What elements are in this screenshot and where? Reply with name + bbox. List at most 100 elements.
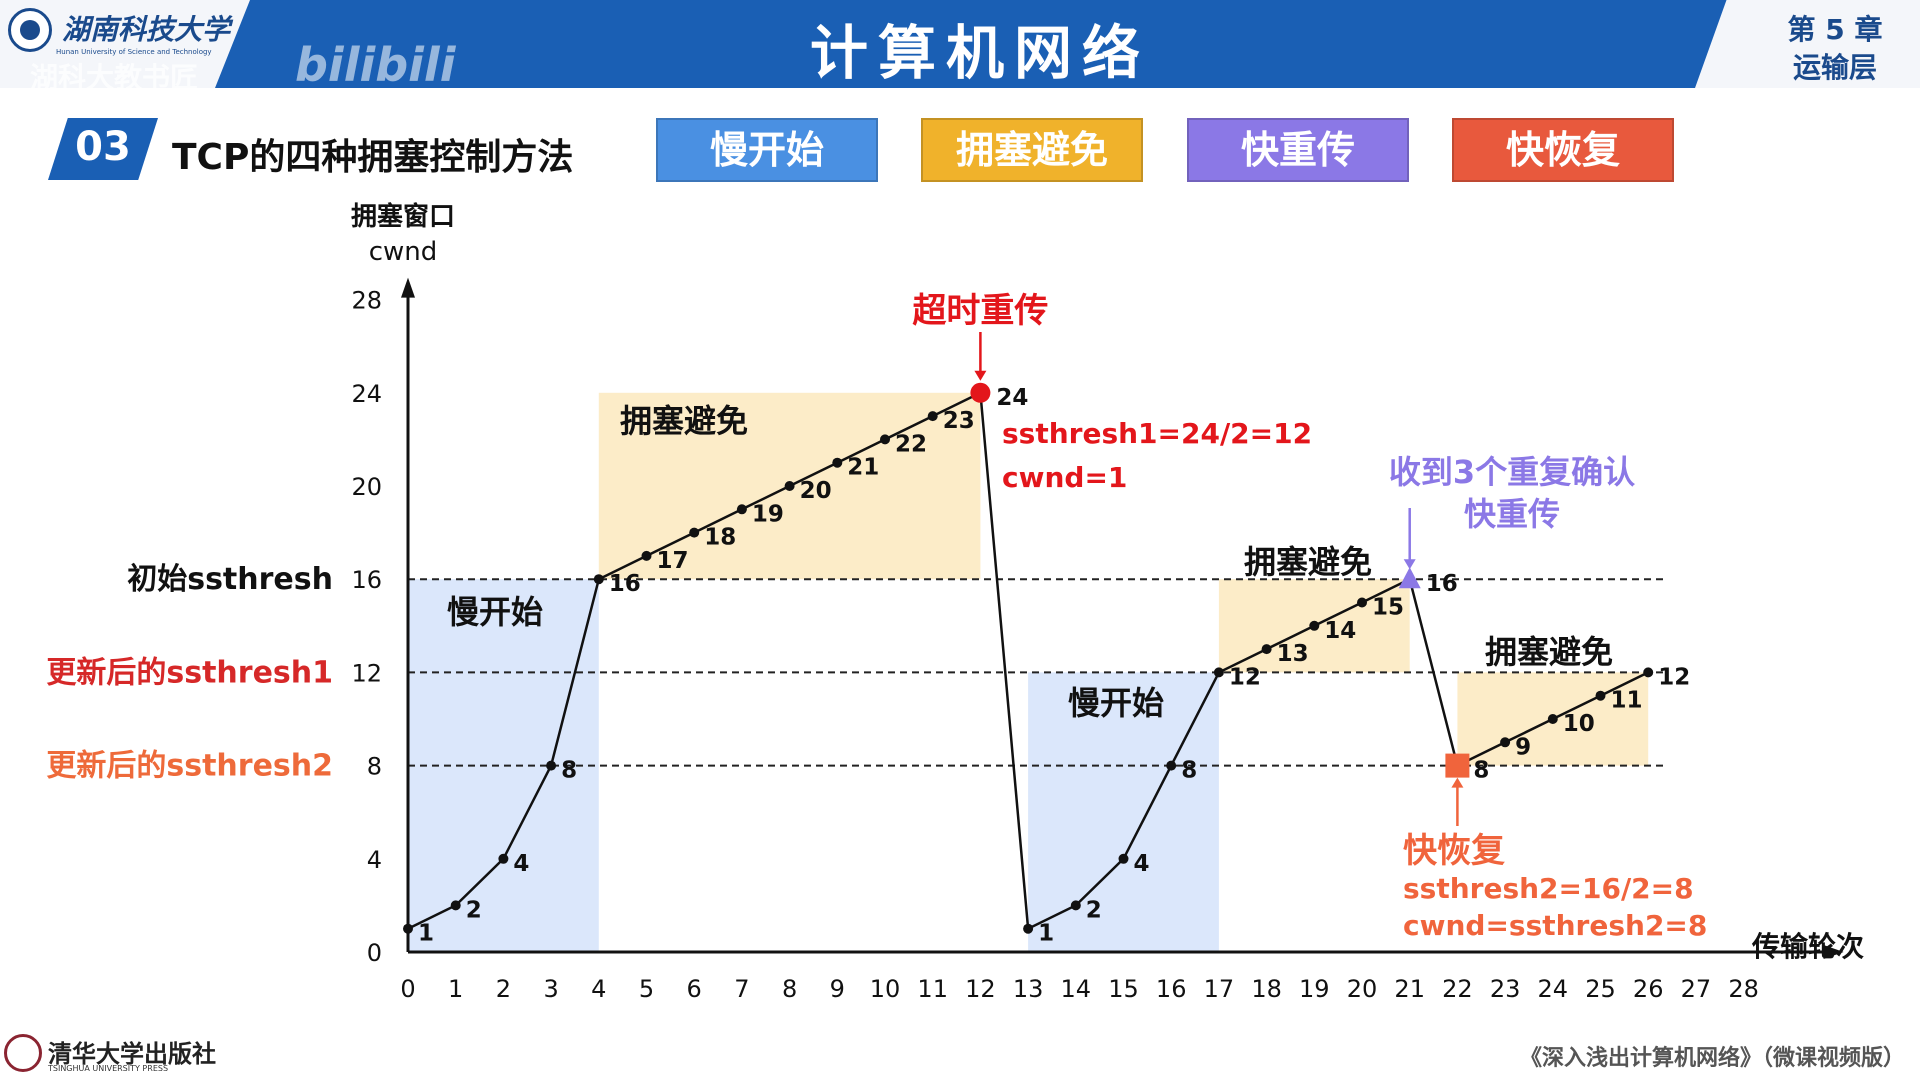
y-tick-label: 0 <box>367 939 382 967</box>
x-tick-label: 11 <box>917 975 948 1003</box>
publisher-subtitle: TSINGHUA UNIVERSITY PRESS <box>48 1064 169 1073</box>
x-tick-label: 5 <box>639 975 654 1003</box>
x-tick-label: 12 <box>965 975 996 1003</box>
phase-label: 慢开始 <box>447 593 543 631</box>
data-label: 22 <box>895 431 927 457</box>
data-point <box>784 481 795 491</box>
x-tick-label: 26 <box>1633 975 1664 1003</box>
x-tick-label: 25 <box>1585 975 1616 1003</box>
threshold-label: 更新后的ssthresh1 <box>46 655 333 690</box>
x-tick-label: 4 <box>591 975 606 1003</box>
chapter-panel <box>1695 0 1920 88</box>
x-axis-title: 传输轮次 <box>1751 930 1864 963</box>
x-tick-label: 28 <box>1728 975 1759 1003</box>
data-point <box>641 550 652 561</box>
x-tick-label: 20 <box>1347 975 1378 1003</box>
data-point <box>450 900 461 911</box>
y-tick-label: 4 <box>367 846 382 874</box>
x-tick-label: 27 <box>1681 975 1712 1003</box>
x-tick-label: 10 <box>870 975 901 1003</box>
section-number: 03 <box>75 124 131 170</box>
data-label: 4 <box>1134 851 1150 877</box>
data-point <box>832 457 843 468</box>
fast-recovery-marker <box>1445 753 1470 778</box>
data-label: 13 <box>1277 641 1309 667</box>
publisher-name: 清华大学出版社 <box>48 1039 216 1068</box>
x-tick-label: 19 <box>1299 975 1330 1003</box>
data-label: 2 <box>1086 897 1102 923</box>
y-tick-label: 8 <box>367 753 382 781</box>
data-label: 1 <box>418 921 434 947</box>
data-point <box>880 434 890 445</box>
fast-retransmit-subtitle: 快重传 <box>1464 495 1560 533</box>
y-axis-arrow-icon <box>401 277 415 298</box>
x-tick-label: 24 <box>1538 975 1569 1003</box>
data-point <box>736 504 747 515</box>
timeout-title: 超时重传 <box>912 291 1048 331</box>
y-tick-label: 12 <box>351 659 382 687</box>
data-point <box>1357 597 1367 608</box>
data-label: 16 <box>609 571 641 597</box>
data-point <box>1595 690 1606 701</box>
data-point <box>1023 923 1034 934</box>
university-subtitle: Hunan University of Science and Technolo… <box>56 48 212 56</box>
x-tick-label: 0 <box>400 975 415 1003</box>
data-label: 20 <box>800 478 832 504</box>
x-tick-label: 23 <box>1490 975 1521 1003</box>
chapter-name: 运输层 <box>1792 51 1877 84</box>
timeout-arrowhead-icon <box>974 370 987 381</box>
data-point <box>498 853 509 864</box>
data-point <box>689 527 700 538</box>
data-label: 18 <box>704 525 736 551</box>
phase-label: 拥塞避免 <box>1485 633 1613 671</box>
x-tick-label: 14 <box>1061 975 1092 1003</box>
book-title: 《深入浅出计算机网络》（微课视频版） <box>1520 1046 1906 1071</box>
chapter-number: 第 5 章 <box>1787 13 1883 46</box>
x-tick-label: 21 <box>1394 975 1425 1003</box>
section-badge <box>48 118 158 180</box>
phase-label: 慢开始 <box>1068 684 1164 722</box>
section-title: TCP的四种拥塞控制方法 <box>172 137 574 178</box>
fast-recovery-ssthresh-text: ssthresh2=16/2=8 <box>1403 872 1694 905</box>
data-label: 11 <box>1611 688 1643 714</box>
header-bar: 湖南科技大学 Hunan University of Science and T… <box>0 0 1920 94</box>
fast-recovery-cwnd-text: cwnd=ssthresh2=8 <box>1403 909 1707 942</box>
method-congestion-avoidance-button[interactable]: 拥塞避免 <box>921 118 1143 182</box>
x-tick-label: 6 <box>687 975 702 1003</box>
timeout-cwnd-text: cwnd=1 <box>1002 461 1127 494</box>
data-label: 8 <box>561 758 577 784</box>
data-label: 10 <box>1563 711 1595 737</box>
method-fast-recovery-button[interactable]: 快恢复 <box>1452 118 1674 182</box>
fast-recovery-title: 快恢复 <box>1403 831 1505 871</box>
x-tick-label: 1 <box>448 975 463 1003</box>
x-tick-label: 9 <box>830 975 845 1003</box>
data-point <box>1500 737 1511 748</box>
method-fast-retransmit-button[interactable]: 快重传 <box>1187 118 1409 182</box>
data-label: 8 <box>1181 758 1197 784</box>
y-tick-label: 28 <box>351 287 382 315</box>
timeout-ssthresh-text: ssthresh1=24/2=12 <box>1002 417 1312 450</box>
data-point <box>1213 667 1224 678</box>
x-axis-arrow-icon <box>1823 945 1844 959</box>
x-tick-label: 17 <box>1204 975 1235 1003</box>
x-tick-label: 8 <box>782 975 797 1003</box>
x-tick-label: 22 <box>1442 975 1473 1003</box>
university-name: 湖南科技大学 <box>62 13 231 46</box>
data-label: 12 <box>1229 664 1261 690</box>
course-title: 计算机网络 <box>809 19 1150 87</box>
method-slow-start-button[interactable]: 慢开始 <box>656 118 878 182</box>
y-axis-title-unit: cwnd <box>369 237 438 267</box>
x-tick-label: 13 <box>1013 975 1044 1003</box>
y-tick-label: 16 <box>351 566 382 594</box>
data-point <box>1547 714 1558 724</box>
data-label: 14 <box>1324 618 1356 644</box>
threshold-label: 初始ssthresh <box>127 562 333 597</box>
data-label: 1 <box>1038 921 1054 947</box>
y-axis-title: 拥塞窗口 <box>351 201 455 232</box>
data-label: 2 <box>466 897 482 923</box>
bilibili-watermark: bilibili <box>295 38 456 92</box>
phase-label: 拥塞避免 <box>620 402 748 440</box>
university-seal-icon <box>8 8 52 52</box>
x-tick-label: 15 <box>1108 975 1139 1003</box>
data-point <box>403 923 413 934</box>
